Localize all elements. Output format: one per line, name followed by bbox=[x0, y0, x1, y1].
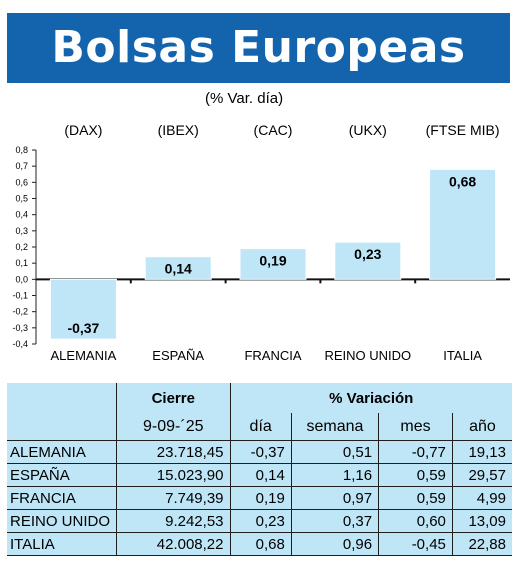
row-close: 23.718,45 bbox=[116, 440, 230, 464]
row-close: 15.023,90 bbox=[116, 463, 230, 487]
y-tick-label: 0,1 bbox=[15, 258, 28, 268]
row-name: ITALIA bbox=[7, 532, 117, 556]
y-tick-label: -0,1 bbox=[12, 291, 28, 301]
table-corner-cell-2 bbox=[7, 413, 117, 441]
bar-value-label: -0,37 bbox=[67, 320, 99, 336]
table-row: FRANCIA 7.749,39 0,19 0,97 0,59 4,99 bbox=[7, 486, 512, 510]
y-tick-label: 0,3 bbox=[15, 226, 28, 236]
y-tick-label: 0,7 bbox=[15, 161, 28, 171]
row-semana: 0,97 bbox=[290, 486, 379, 510]
table-row: ESPAÑA 15.023,90 0,14 1,16 0,59 29,57 bbox=[7, 463, 512, 487]
table-group-header-row: Cierre % Variación bbox=[7, 383, 512, 413]
y-tick-label: 0,5 bbox=[15, 194, 28, 204]
row-name: ALEMANIA bbox=[7, 440, 117, 464]
row-ano: 4,99 bbox=[451, 486, 512, 510]
bar bbox=[239, 248, 307, 280]
data-table-panel: Cierre % Variación 9-09-´25 día semana m… bbox=[7, 383, 512, 556]
row-ano: 22,88 bbox=[451, 532, 512, 556]
table-row: ITALIA 42.008,22 0,68 0,96 -0,45 22,88 bbox=[7, 532, 512, 556]
row-semana: 0,37 bbox=[290, 509, 379, 533]
index-label: (FTSE MIB) bbox=[426, 122, 500, 138]
col-header-mes: mes bbox=[378, 413, 453, 441]
row-semana: 0,51 bbox=[290, 440, 379, 464]
index-label: (IBEX) bbox=[158, 122, 199, 138]
page-title: Bolsas Europeas bbox=[51, 22, 466, 73]
category-label: ITALIA bbox=[443, 348, 482, 363]
row-dia: -0,37 bbox=[229, 440, 292, 464]
row-dia: 0,19 bbox=[229, 486, 292, 510]
row-mes: 0,59 bbox=[378, 486, 453, 510]
y-tick-label: 0,6 bbox=[15, 177, 28, 187]
bar bbox=[334, 241, 402, 280]
close-date-header: 9-09-´25 bbox=[116, 413, 230, 441]
row-mes: -0,45 bbox=[378, 532, 453, 556]
y-tick-label: -0,2 bbox=[12, 307, 28, 317]
row-ano: 29,57 bbox=[451, 463, 512, 487]
table-row: ALEMANIA 23.718,45 -0,37 0,51 -0,77 19,1… bbox=[7, 440, 512, 464]
category-label: ESPAÑA bbox=[152, 348, 204, 363]
table-row: REINO UNIDO 9.242,53 0,23 0,37 0,60 13,0… bbox=[7, 509, 512, 533]
col-header-dia: día bbox=[229, 413, 292, 441]
y-tick-label: 0,2 bbox=[15, 242, 28, 252]
col-header-ano: año bbox=[451, 413, 512, 441]
table-corner-cell bbox=[7, 383, 117, 413]
category-label: FRANCIA bbox=[244, 348, 301, 363]
close-group-header: Cierre bbox=[116, 383, 230, 413]
bar-value-label: 0,23 bbox=[354, 246, 381, 262]
row-ano: 19,13 bbox=[451, 440, 512, 464]
row-dia: 0,23 bbox=[229, 509, 292, 533]
chart-subtitle: (% Var. día) bbox=[205, 90, 284, 107]
category-label: REINO UNIDO bbox=[324, 348, 411, 363]
row-name: FRANCIA bbox=[7, 486, 117, 510]
row-ano: 13,09 bbox=[451, 509, 512, 533]
row-mes: 0,59 bbox=[378, 463, 453, 487]
col-header-semana: semana bbox=[290, 413, 379, 441]
row-close: 9.242,53 bbox=[116, 509, 230, 533]
table-column-header-row: 9-09-´25 día semana mes año bbox=[7, 413, 512, 441]
row-name: REINO UNIDO bbox=[7, 509, 117, 533]
row-mes: -0,77 bbox=[378, 440, 453, 464]
row-name: ESPAÑA bbox=[7, 463, 117, 487]
bar bbox=[49, 278, 117, 340]
index-label: (UKX) bbox=[349, 122, 387, 138]
y-tick-label: 0,8 bbox=[15, 145, 28, 155]
data-table: Cierre % Variación 9-09-´25 día semana m… bbox=[7, 383, 512, 556]
bar-chart: 0,8 0,7 0,6 0,5 0,4 0,3 0,2 0,1 0,0 -0,1 -0,2 -0,3 -… bbox=[12, 122, 510, 363]
index-label: (DAX) bbox=[64, 122, 102, 138]
y-tick-label: -0,3 bbox=[12, 323, 28, 333]
row-semana: 1,16 bbox=[290, 463, 379, 487]
bar-value-label: 0,14 bbox=[165, 261, 192, 277]
index-label: (CAC) bbox=[254, 122, 293, 138]
bar bbox=[144, 256, 212, 280]
y-tick-label: 0,0 bbox=[15, 274, 28, 284]
row-dia: 0,68 bbox=[229, 532, 292, 556]
category-label: ALEMANIA bbox=[51, 348, 117, 363]
row-semana: 0,96 bbox=[290, 532, 379, 556]
title-banner: Bolsas Europeas bbox=[7, 13, 510, 83]
bar bbox=[429, 168, 497, 280]
row-close: 7.749,39 bbox=[116, 486, 230, 510]
bar-value-label: 0,68 bbox=[449, 173, 476, 189]
row-dia: 0,14 bbox=[229, 463, 292, 487]
y-tick-label: -0,4 bbox=[12, 339, 28, 349]
row-close: 42.008,22 bbox=[116, 532, 230, 556]
bar-value-label: 0,19 bbox=[259, 253, 286, 269]
row-mes: 0,60 bbox=[378, 509, 453, 533]
y-tick-label: 0,4 bbox=[15, 210, 28, 220]
variation-group-header: % Variación bbox=[229, 383, 512, 413]
